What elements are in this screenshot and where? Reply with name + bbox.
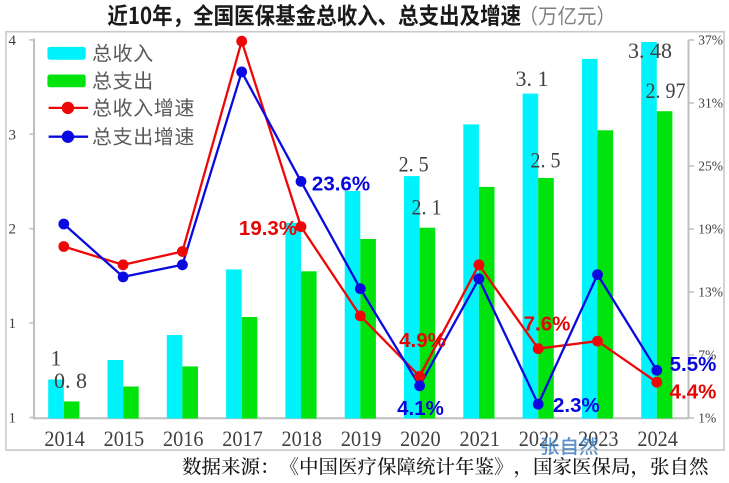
svg-text:1%: 1%: [698, 411, 716, 426]
svg-text:4.9%: 4.9%: [399, 329, 446, 352]
svg-text:7.6%: 7.6%: [524, 312, 571, 335]
svg-text:3: 3: [9, 127, 17, 143]
svg-text:23.6%: 23.6%: [312, 172, 370, 195]
svg-text:19.3%: 19.3%: [239, 217, 297, 240]
svg-text:1: 1: [9, 411, 17, 427]
svg-text:2. 5: 2. 5: [399, 151, 429, 176]
svg-text:2015: 2015: [104, 426, 145, 451]
svg-text:25%: 25%: [698, 159, 723, 174]
svg-text:2021: 2021: [459, 426, 500, 451]
svg-text:4: 4: [9, 33, 17, 49]
svg-text:7%: 7%: [698, 348, 716, 363]
svg-text:4.1%: 4.1%: [397, 397, 444, 420]
svg-text:0. 8: 0. 8: [54, 368, 87, 393]
svg-text:2022: 2022: [519, 426, 560, 451]
svg-text:2024: 2024: [637, 426, 678, 451]
svg-text:1: 1: [9, 316, 17, 332]
svg-text:37%: 37%: [698, 33, 723, 48]
svg-text:2. 1: 2. 1: [412, 194, 442, 219]
svg-text:2020: 2020: [400, 426, 441, 451]
svg-text:2016: 2016: [163, 426, 204, 451]
svg-text:13%: 13%: [698, 285, 723, 300]
svg-text:2. 5: 2. 5: [531, 147, 561, 172]
svg-text:2.3%: 2.3%: [553, 394, 600, 417]
svg-text:31%: 31%: [698, 96, 723, 111]
svg-text:2. 97: 2. 97: [646, 78, 686, 103]
svg-text:3. 1: 3. 1: [516, 66, 549, 91]
svg-text:5.5%: 5.5%: [670, 353, 717, 376]
svg-text:3. 48: 3. 48: [628, 38, 672, 63]
svg-text:2019: 2019: [341, 426, 382, 451]
svg-text:19%: 19%: [698, 222, 723, 237]
svg-text:2: 2: [9, 222, 17, 238]
svg-text:1: 1: [51, 345, 62, 370]
svg-text:2017: 2017: [222, 426, 263, 451]
svg-text:2014: 2014: [44, 426, 85, 451]
svg-text:2018: 2018: [282, 426, 323, 451]
svg-text:4.4%: 4.4%: [670, 380, 717, 403]
